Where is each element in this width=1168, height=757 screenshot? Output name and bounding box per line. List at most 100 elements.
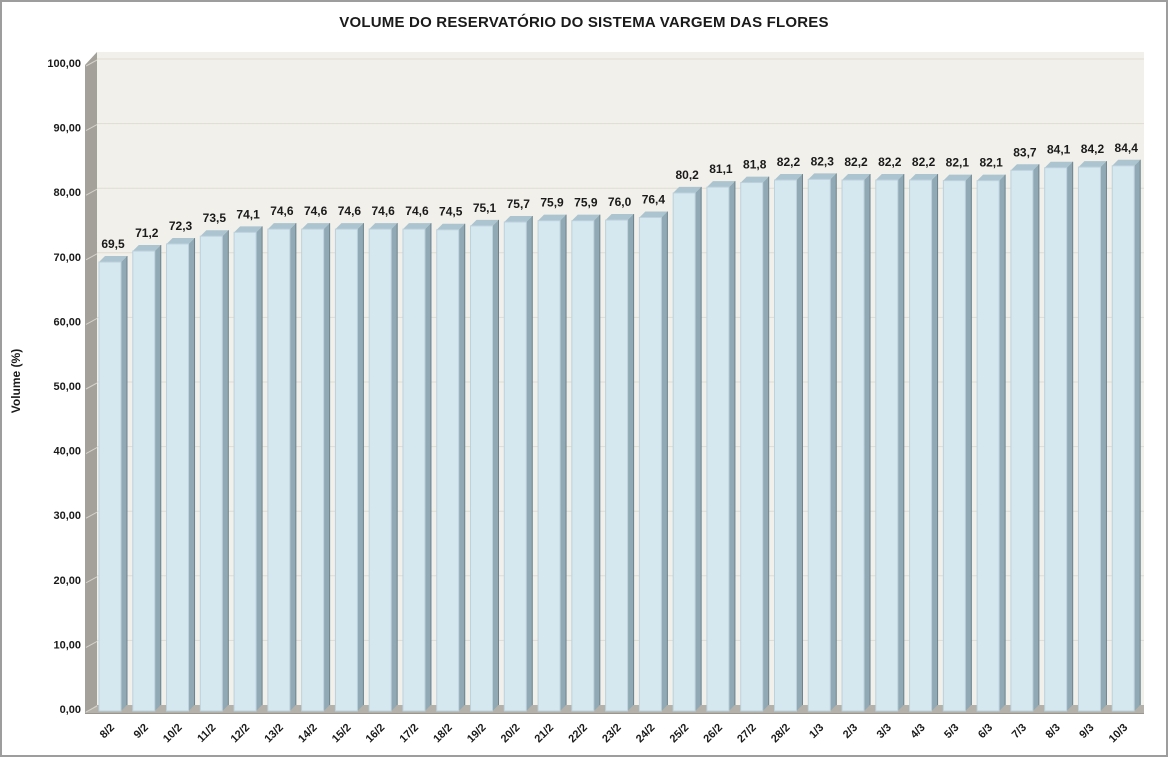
x-tick-label: 7/3 bbox=[1010, 722, 1029, 741]
bar-side-face bbox=[323, 223, 330, 712]
bar-top-face bbox=[470, 219, 499, 226]
bar bbox=[132, 250, 156, 712]
x-tick-label: 16/2 bbox=[364, 722, 388, 746]
bar bbox=[672, 192, 696, 712]
bar-side-face bbox=[121, 256, 127, 711]
x-tick-label: 21/2 bbox=[533, 722, 557, 746]
bar-top-face bbox=[1112, 159, 1141, 166]
bar-value-label: 82,1 bbox=[946, 156, 970, 170]
axis-wall bbox=[85, 52, 97, 713]
bar-value-label: 71,2 bbox=[135, 226, 159, 240]
bar-top-face bbox=[605, 214, 634, 221]
bar-side-face bbox=[830, 173, 837, 712]
bar-top-face bbox=[301, 223, 330, 230]
y-tick bbox=[85, 188, 98, 196]
bar-side-face bbox=[526, 215, 533, 711]
bar-top-face bbox=[673, 186, 702, 193]
y-tick bbox=[85, 576, 98, 584]
x-tick-label: 10/3 bbox=[1107, 722, 1131, 746]
y-tick-label: 100,00 bbox=[47, 58, 81, 70]
bar-top-face bbox=[1078, 161, 1107, 168]
bar-top-face bbox=[943, 174, 972, 181]
bar-top-face bbox=[166, 237, 195, 244]
bar-side-face bbox=[695, 186, 702, 711]
y-tick bbox=[85, 124, 98, 132]
x-tick-label: 26/2 bbox=[701, 722, 725, 746]
bar-side-face bbox=[661, 211, 668, 711]
bar-side-face bbox=[931, 173, 938, 711]
bar-value-label: 76,0 bbox=[608, 195, 632, 209]
bar-side-face bbox=[1032, 164, 1039, 712]
bar bbox=[841, 179, 865, 712]
bar bbox=[503, 221, 527, 712]
bar bbox=[436, 229, 460, 712]
bar-top-face bbox=[977, 174, 1006, 181]
x-tick-label: 9/3 bbox=[1077, 722, 1096, 741]
x-tick-label: 10/2 bbox=[161, 722, 185, 746]
bar-top-face bbox=[99, 256, 127, 263]
x-tick-label: 18/2 bbox=[431, 722, 455, 746]
x-tick-label: 1/3 bbox=[807, 722, 826, 741]
bar bbox=[976, 180, 1000, 712]
bar bbox=[807, 178, 831, 712]
bar-side-face bbox=[1100, 161, 1107, 711]
bar-top-face bbox=[842, 173, 871, 180]
bar-side-face bbox=[762, 176, 769, 711]
bar-top-face bbox=[875, 173, 904, 180]
bar-value-label: 75,7 bbox=[507, 197, 531, 211]
y-tick-label: 50,00 bbox=[53, 381, 81, 393]
x-tick-label: 22/2 bbox=[566, 722, 590, 746]
bar bbox=[334, 228, 358, 712]
bar-top-face bbox=[571, 214, 600, 221]
y-tick bbox=[85, 705, 98, 713]
bar-side-face bbox=[357, 223, 364, 712]
x-tick-label: 27/2 bbox=[735, 722, 759, 746]
chart-title: VOLUME DO RESERVATÓRIO DO SISTEMA VARGEM… bbox=[339, 14, 829, 31]
bar-value-label: 83,7 bbox=[1013, 145, 1037, 159]
bar-top-face bbox=[267, 223, 296, 230]
x-tick-label: 12/2 bbox=[229, 722, 253, 746]
bar-value-label: 80,2 bbox=[675, 168, 699, 182]
bar bbox=[402, 228, 426, 712]
bar-side-face bbox=[391, 223, 398, 712]
y-tick bbox=[85, 59, 98, 67]
bar-side-face bbox=[999, 174, 1006, 711]
y-tick bbox=[85, 317, 98, 325]
bar-side-face bbox=[1066, 161, 1073, 712]
bar bbox=[199, 235, 223, 712]
bar-top-face bbox=[200, 230, 229, 237]
bar-value-label: 74,6 bbox=[304, 204, 328, 218]
bar-side-face bbox=[864, 173, 871, 711]
x-tick-label: 17/2 bbox=[397, 722, 421, 746]
x-tick-label: 24/2 bbox=[634, 722, 658, 746]
bar-top-face bbox=[504, 215, 533, 222]
y-tick-label: 0,00 bbox=[60, 704, 81, 716]
y-tick-label: 10,00 bbox=[53, 639, 81, 651]
bar-value-label: 82,2 bbox=[844, 155, 868, 169]
bar-side-face bbox=[256, 226, 263, 711]
bar-value-label: 81,8 bbox=[743, 158, 767, 172]
y-tick-label: 60,00 bbox=[53, 316, 81, 328]
bar-side-face bbox=[593, 214, 600, 711]
y-tick bbox=[85, 447, 98, 455]
x-tick-label: 15/2 bbox=[330, 722, 354, 746]
y-tick bbox=[85, 511, 98, 519]
y-tick-label: 70,00 bbox=[53, 252, 81, 264]
bar-value-label: 84,1 bbox=[1047, 143, 1071, 157]
x-tick-label: 23/2 bbox=[600, 722, 624, 746]
bar-top-face bbox=[335, 223, 364, 230]
bar-value-label: 74,6 bbox=[338, 204, 362, 218]
bar-value-label: 74,6 bbox=[372, 204, 396, 218]
y-tick-label: 80,00 bbox=[53, 187, 81, 199]
bar bbox=[1010, 169, 1034, 712]
bar-top-face bbox=[402, 223, 431, 230]
bar-top-face bbox=[808, 173, 837, 180]
bar-value-label: 84,4 bbox=[1115, 141, 1139, 155]
y-tick-label: 30,00 bbox=[53, 510, 81, 522]
bar-top-face bbox=[706, 181, 735, 188]
x-tick-label: 13/2 bbox=[262, 722, 286, 746]
bar-side-face bbox=[627, 214, 634, 712]
bar-value-label: 81,1 bbox=[709, 162, 733, 176]
bar-value-label: 75,9 bbox=[574, 196, 598, 210]
